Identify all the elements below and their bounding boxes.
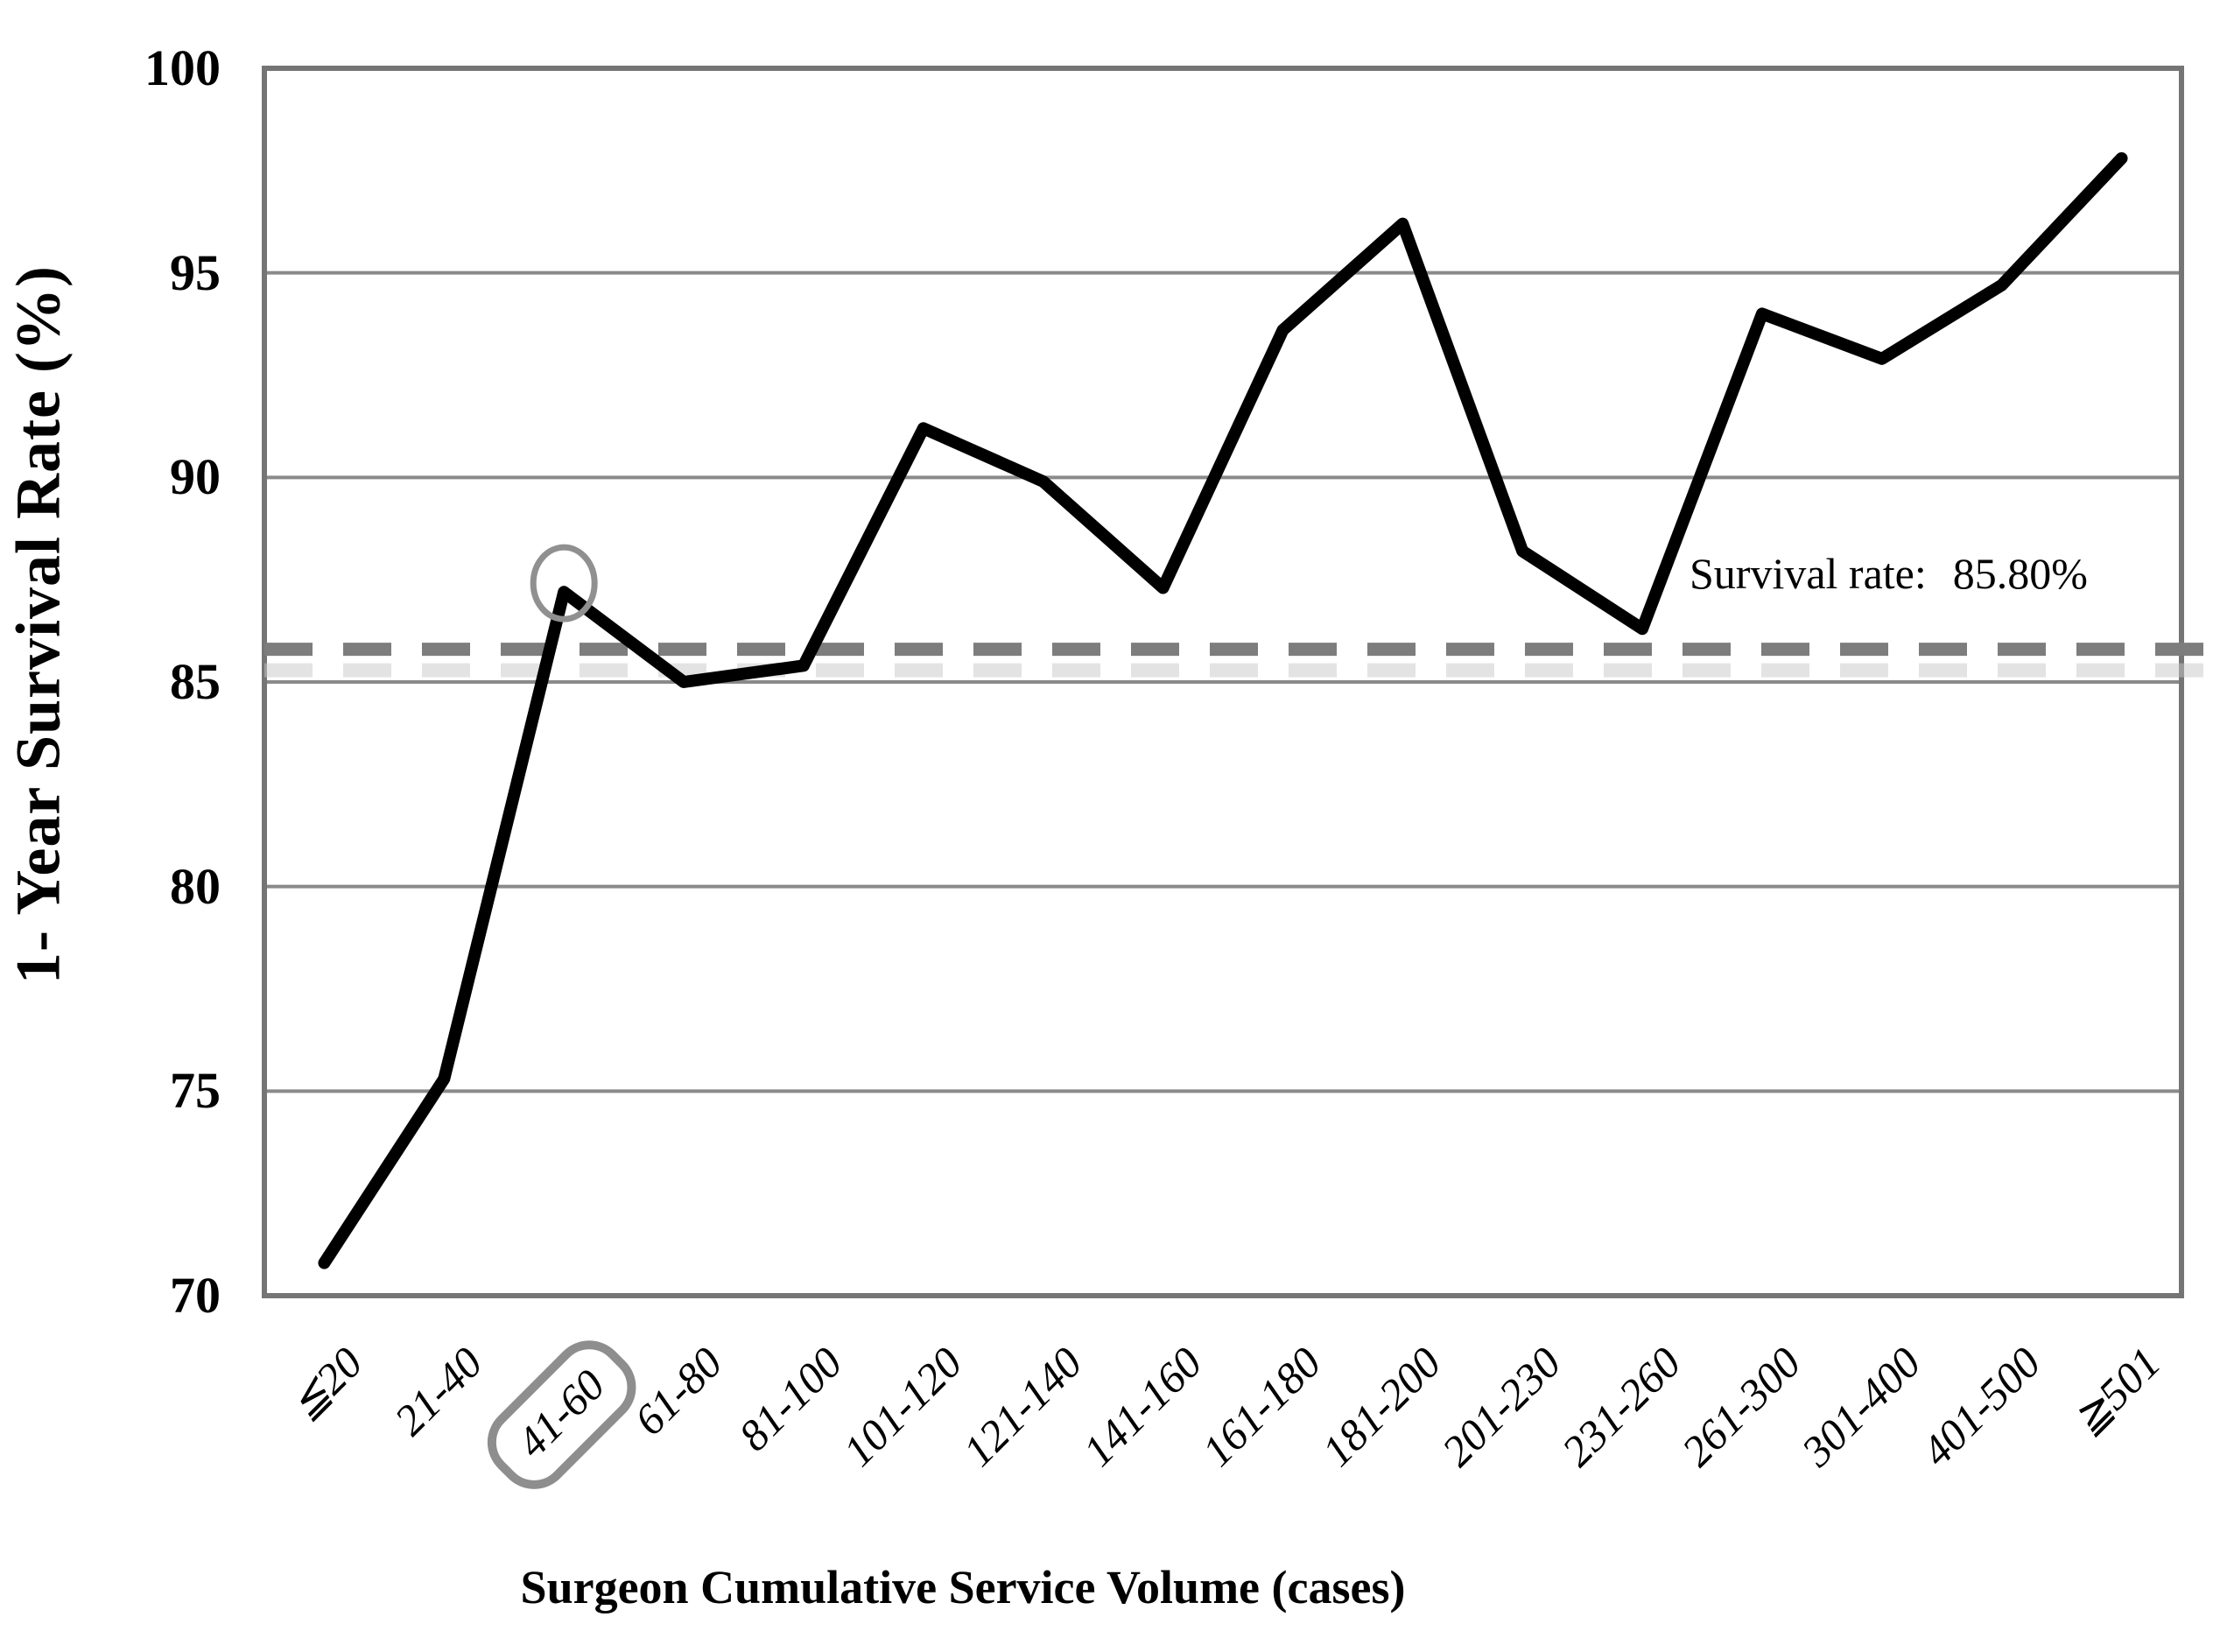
reference-line-value: 85.80% [1952,549,2088,598]
highlighted-point-circle [530,544,598,622]
survival-rate-data-line [318,151,2128,1269]
reference-line-annotation: Survival rate: 85.80% [1690,548,2088,599]
y-tick-label: 75 [170,1062,221,1120]
y-tick-label: 70 [170,1267,221,1324]
y-tick-label: 95 [170,243,221,301]
reference-line-label: Survival rate: [1690,549,1927,598]
y-axis-title: 1- Year Survival Rate (%) [3,265,74,984]
y-tick-label: 90 [170,448,221,506]
y-tick-label: 85 [170,653,221,710]
x-axis-title: Surgeon Cumulative Service Volume (cases… [520,1561,1406,1613]
y-tick-label: 100 [144,39,221,96]
plot-border [262,66,2184,1298]
y-tick-label: 80 [170,857,221,915]
